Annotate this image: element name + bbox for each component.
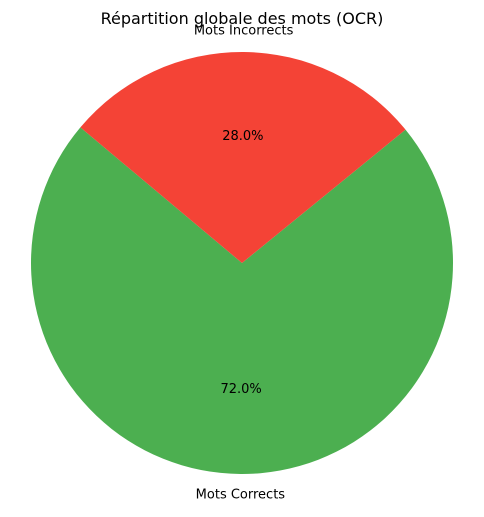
pie-percent-mots-incorrects: 28.0% [222,129,263,144]
pie-slices [31,52,454,475]
pie-labels: Mots Corrects 72.0% Mots Incorrects 28.0% [194,23,294,502]
pie-label-mots-incorrects: Mots Incorrects [194,23,294,38]
pie-percent-mots-corrects: 72.0% [220,382,261,397]
pie-label-mots-corrects: Mots Corrects [196,488,286,503]
pie-slice-mots-incorrects [80,52,406,263]
pie-slice-mots-corrects [31,127,454,475]
chart-title: Répartition globale des mots (OCR) [101,9,384,28]
